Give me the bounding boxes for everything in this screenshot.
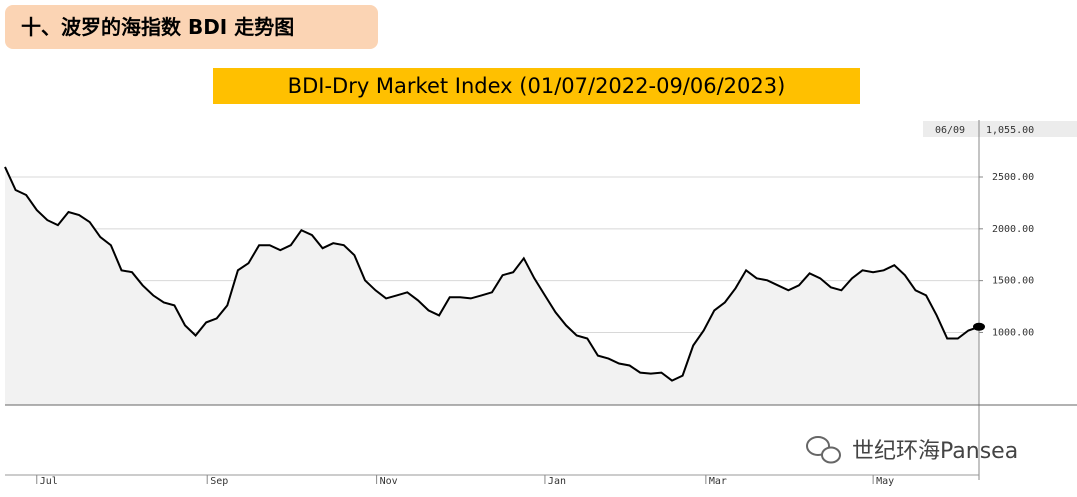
last-value: 1,055.00 — [986, 125, 1034, 136]
watermark: 世纪环海Pansea — [806, 436, 1018, 464]
last-box — [923, 121, 1077, 137]
y-tick-label: 2500.00 — [992, 172, 1034, 183]
x-tick-label: Sep — [210, 476, 228, 487]
x-tick-label: May — [876, 476, 894, 487]
y-tick-label: 2000.00 — [992, 224, 1034, 235]
section-header: 十、波罗的海指数 BDI 走势图 — [5, 5, 378, 49]
y-tick-label: 1500.00 — [992, 276, 1034, 287]
x-tick-label: Mar — [709, 476, 727, 487]
chart-title: BDI-Dry Market Index (01/07/2022-09/06/2… — [213, 68, 860, 104]
area — [5, 166, 979, 405]
x-tick-label: Nov — [380, 476, 398, 487]
last-point — [973, 322, 985, 331]
x-tick-label: Jul — [40, 476, 58, 487]
x-tick-label: Jan — [548, 476, 566, 487]
line — [4, 166, 980, 382]
watermark-text: 世纪环海Pansea — [852, 439, 1018, 464]
last-date: 06/09 — [935, 125, 965, 136]
y-tick-label: 1000.00 — [992, 327, 1034, 338]
